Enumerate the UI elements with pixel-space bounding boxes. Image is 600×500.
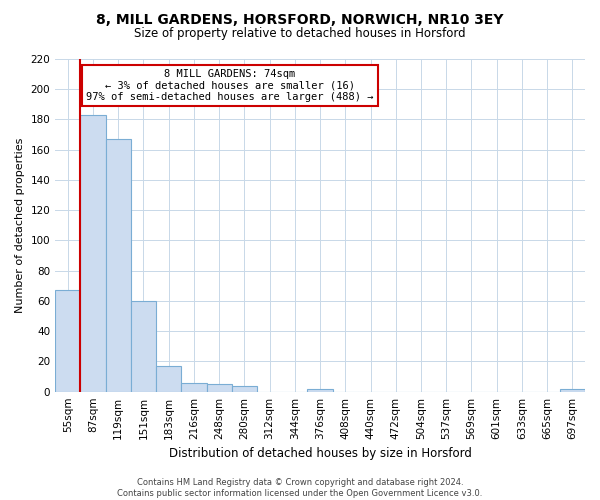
Y-axis label: Number of detached properties: Number of detached properties — [15, 138, 25, 313]
Bar — [206, 384, 232, 392]
Bar — [560, 388, 585, 392]
X-axis label: Distribution of detached houses by size in Horsford: Distribution of detached houses by size … — [169, 447, 472, 460]
Text: Size of property relative to detached houses in Horsford: Size of property relative to detached ho… — [134, 28, 466, 40]
Bar — [156, 366, 181, 392]
Bar — [106, 139, 131, 392]
Bar — [307, 388, 332, 392]
Bar — [131, 301, 156, 392]
Text: 8 MILL GARDENS: 74sqm
← 3% of detached houses are smaller (16)
97% of semi-detac: 8 MILL GARDENS: 74sqm ← 3% of detached h… — [86, 69, 374, 102]
Bar — [55, 290, 80, 392]
Text: 8, MILL GARDENS, HORSFORD, NORWICH, NR10 3EY: 8, MILL GARDENS, HORSFORD, NORWICH, NR10… — [96, 12, 504, 26]
Bar — [181, 382, 206, 392]
Bar — [80, 115, 106, 392]
Bar — [232, 386, 257, 392]
Text: Contains HM Land Registry data © Crown copyright and database right 2024.
Contai: Contains HM Land Registry data © Crown c… — [118, 478, 482, 498]
